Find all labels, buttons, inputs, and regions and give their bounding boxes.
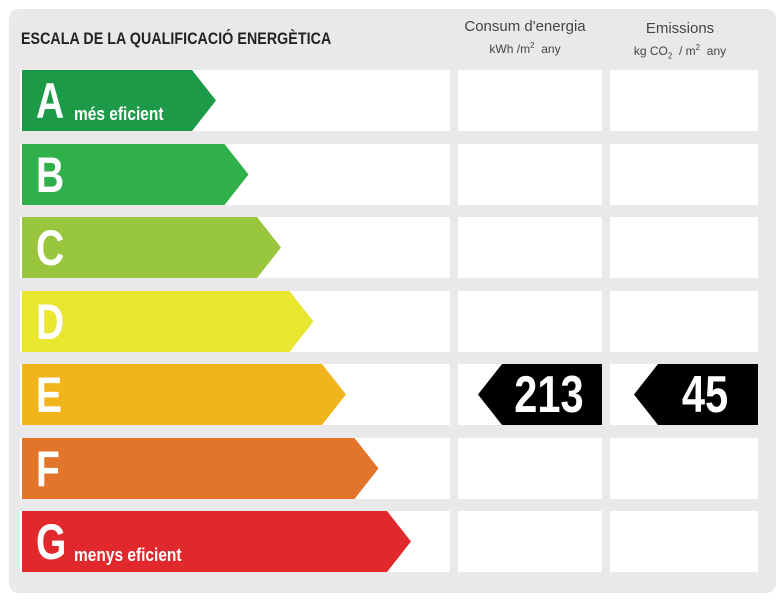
- class-row-e: E 213 45: [20, 364, 758, 425]
- emissions-cell: [610, 143, 758, 205]
- class-caption: més eficient: [74, 104, 164, 124]
- class-arrow-shape: [22, 70, 216, 131]
- consumption-cell: [458, 437, 602, 499]
- emissions-value: 45: [681, 366, 729, 424]
- class-arrow-g: [22, 511, 411, 572]
- emissions-tag-shape: [634, 364, 758, 425]
- class-arrow-shape: [22, 217, 281, 278]
- class-arrow-a: [22, 70, 216, 131]
- class-row-d: D: [20, 290, 758, 352]
- class-row-c: C: [20, 217, 758, 278]
- consumption-header: Consum d'energia kWh /m2 any: [458, 18, 592, 57]
- class-arrow-shape: [22, 511, 411, 572]
- emissions-cell: [610, 70, 758, 131]
- label-title: ESCALA DE LA QUALIFICACIÓ ENERGÈTICA: [21, 30, 332, 48]
- consumption-cell: [458, 70, 602, 131]
- consumption-tag: [478, 364, 602, 425]
- class-arrow-f: [22, 437, 379, 499]
- emissions-cell: [610, 511, 758, 572]
- class-row-b: B: [20, 143, 758, 205]
- consumption-cell: [458, 290, 602, 352]
- class-arrow-b: [22, 143, 249, 205]
- class-arrow-shape: [22, 143, 249, 205]
- class-row-f: F: [20, 437, 758, 499]
- consumption-title: Consum d'energia: [464, 18, 586, 35]
- consumption-unit: kWh /m2 any: [489, 41, 561, 56]
- emissions-cell: [610, 217, 758, 278]
- class-arrow-c: [22, 217, 281, 278]
- class-letter: C: [36, 220, 65, 276]
- class-letter: F: [36, 440, 60, 497]
- consumption-tag-shape: [478, 364, 602, 425]
- emissions-cell: [610, 290, 758, 352]
- emissions-unit: kg CO2 / m2 any: [633, 43, 727, 61]
- class-letter: A: [36, 73, 65, 129]
- class-arrow-e: [22, 364, 346, 425]
- class-letter: D: [36, 293, 65, 350]
- consumption-value: 213: [514, 366, 584, 424]
- class-arrow-shape: [22, 290, 314, 352]
- class-arrow-shape: [22, 437, 379, 499]
- class-letter: E: [36, 367, 63, 423]
- consumption-cell: [458, 217, 602, 278]
- class-arrow-shape: [22, 364, 346, 425]
- emissions-header: Emissions kg CO2 / m2 any: [610, 20, 750, 64]
- emissions-tag: [634, 364, 758, 425]
- emissions-title: Emissions: [645, 20, 715, 37]
- consumption-cell: [458, 511, 602, 572]
- class-arrow-d: [22, 290, 314, 352]
- emissions-cell: [610, 437, 758, 499]
- class-letter: G: [36, 514, 67, 570]
- class-caption: menys eficient: [74, 545, 182, 565]
- consumption-cell: [458, 143, 602, 205]
- class-letter: B: [36, 146, 65, 203]
